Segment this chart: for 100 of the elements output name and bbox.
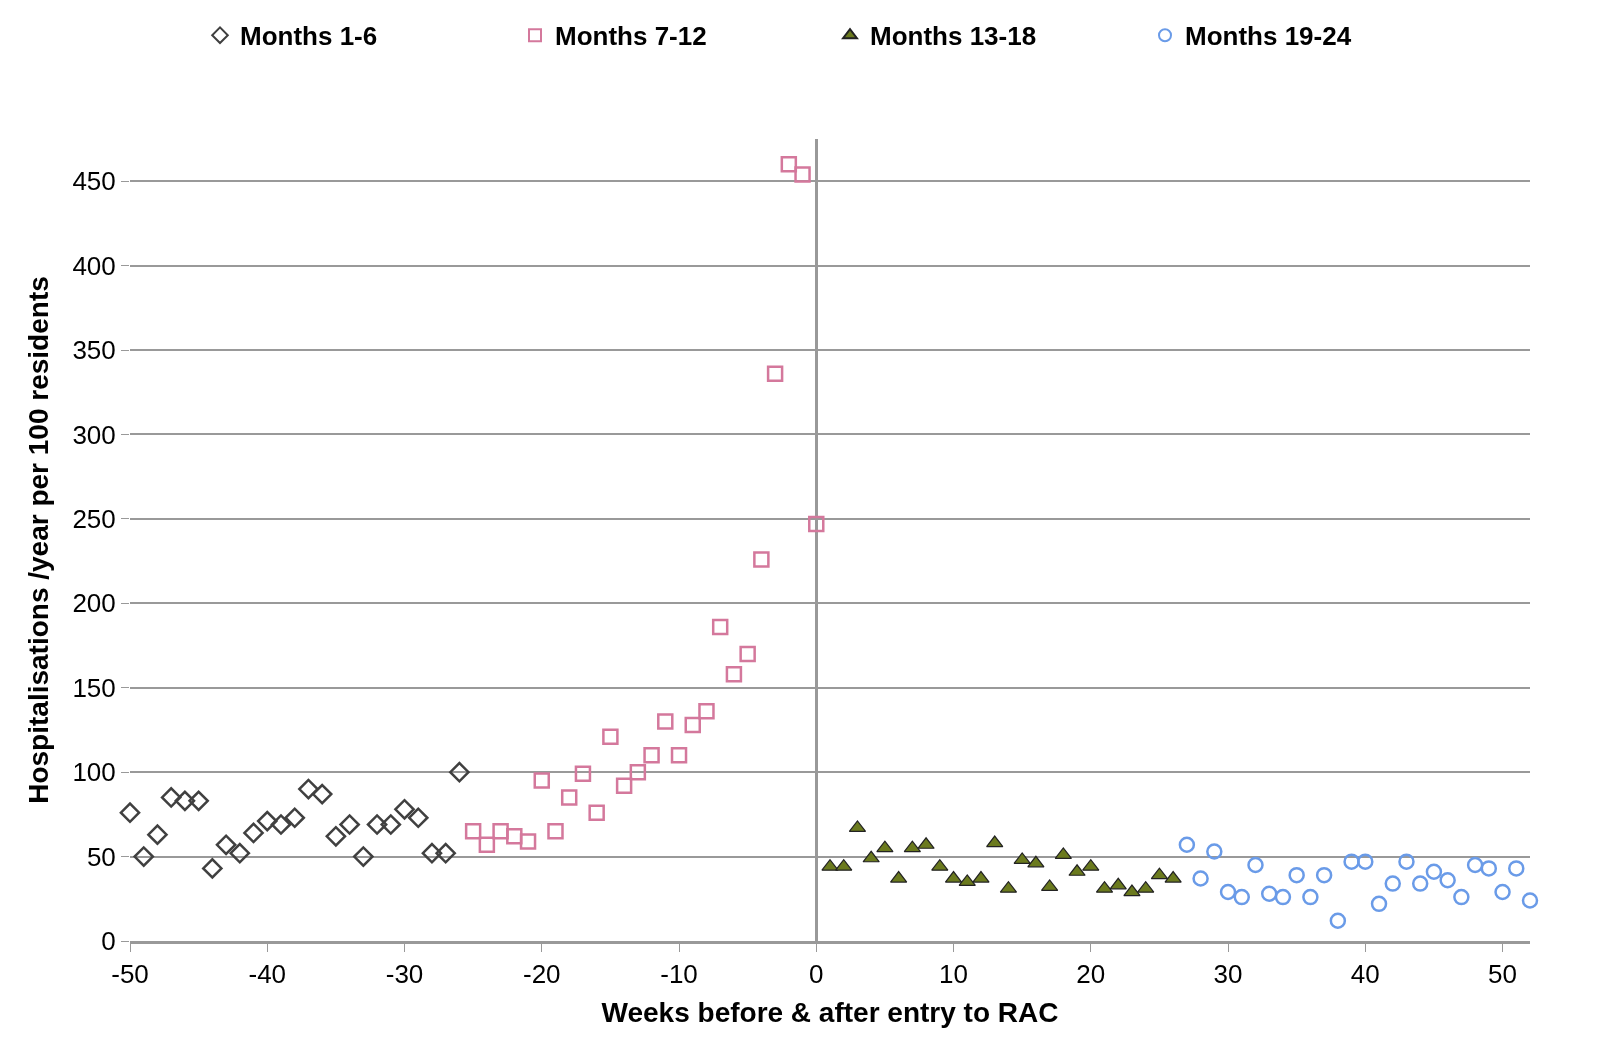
x-tick-label: 10	[939, 958, 968, 989]
point	[1302, 888, 1319, 906]
point	[325, 825, 347, 847]
point	[1109, 877, 1127, 890]
y-tick-label: 450	[72, 166, 116, 197]
point	[602, 728, 619, 745]
point	[229, 842, 251, 864]
point	[1027, 855, 1045, 868]
y-axis-title: Hospitalisations /year per 100 residents	[23, 276, 55, 804]
point	[1233, 888, 1251, 906]
legend-label: Months 19-24	[1185, 21, 1352, 52]
point	[1123, 884, 1141, 897]
point	[492, 823, 509, 840]
point	[670, 747, 688, 764]
point	[380, 814, 402, 835]
y-tick-label: 200	[72, 588, 116, 619]
point	[657, 713, 674, 730]
y-tick-label: 150	[72, 672, 116, 703]
y-tick-label: 100	[72, 757, 116, 788]
x-tick-label: -50	[111, 958, 149, 989]
point	[298, 778, 319, 800]
point	[1384, 875, 1401, 892]
point	[711, 618, 729, 636]
legend-label: Months 1-6	[240, 21, 378, 52]
y-tick-label: 0	[101, 926, 116, 957]
point	[256, 810, 278, 832]
point	[1425, 863, 1443, 881]
x-tick-label: 0	[809, 958, 824, 989]
point	[615, 777, 633, 794]
x-tick-label: -30	[385, 958, 424, 989]
point	[1343, 853, 1360, 870]
point	[1288, 866, 1305, 884]
point	[119, 802, 141, 824]
point	[284, 807, 306, 829]
point	[1164, 870, 1182, 883]
x-tick-label: 40	[1350, 958, 1380, 989]
point	[629, 763, 647, 781]
point	[1013, 852, 1031, 865]
point	[506, 828, 523, 845]
x-tick-label: 50	[1488, 958, 1518, 989]
point	[766, 365, 784, 382]
point	[188, 790, 209, 812]
point	[202, 858, 223, 879]
point	[876, 840, 894, 853]
point	[174, 790, 196, 812]
point	[147, 824, 168, 845]
point	[1206, 843, 1223, 860]
point	[1508, 860, 1525, 877]
point	[160, 787, 182, 808]
point	[1315, 866, 1333, 884]
point	[794, 166, 811, 183]
point	[519, 833, 537, 850]
point	[435, 842, 457, 864]
point	[1329, 912, 1347, 929]
point	[684, 716, 701, 734]
y-tick-label: 350	[72, 335, 116, 366]
point	[739, 645, 756, 663]
x-tick-label: 20	[1076, 958, 1106, 989]
point	[1370, 895, 1388, 913]
point	[339, 814, 360, 835]
point	[133, 846, 155, 867]
point	[1178, 836, 1196, 853]
y-tick-label: 250	[72, 503, 116, 534]
point	[421, 842, 443, 864]
point	[808, 515, 825, 533]
point	[986, 835, 1004, 848]
point	[560, 789, 578, 806]
y-tick-label: 400	[72, 250, 116, 281]
point	[311, 783, 333, 805]
point	[533, 772, 551, 789]
point	[394, 798, 415, 820]
point	[366, 814, 388, 835]
point	[1466, 856, 1484, 874]
point	[407, 807, 429, 829]
x-tick-label: -10	[660, 958, 698, 989]
point	[574, 765, 592, 783]
x-tick-label: -40	[248, 958, 287, 989]
point	[1247, 856, 1264, 874]
point	[972, 870, 990, 883]
x-tick-label: 30	[1213, 958, 1243, 989]
point	[1494, 883, 1511, 901]
point	[643, 747, 660, 764]
point	[1192, 870, 1209, 887]
point	[215, 834, 237, 856]
point	[547, 823, 564, 840]
point	[1411, 875, 1429, 892]
x-tick-label: -20	[522, 958, 561, 989]
point	[449, 761, 470, 783]
point	[1480, 860, 1498, 877]
point	[464, 823, 482, 840]
point	[862, 850, 880, 863]
point	[1274, 888, 1292, 906]
point	[243, 822, 264, 844]
point	[478, 836, 496, 854]
point	[270, 814, 292, 835]
point	[698, 703, 715, 720]
point	[1219, 883, 1237, 901]
point	[1398, 853, 1415, 870]
point	[1521, 892, 1539, 909]
point	[958, 874, 976, 887]
